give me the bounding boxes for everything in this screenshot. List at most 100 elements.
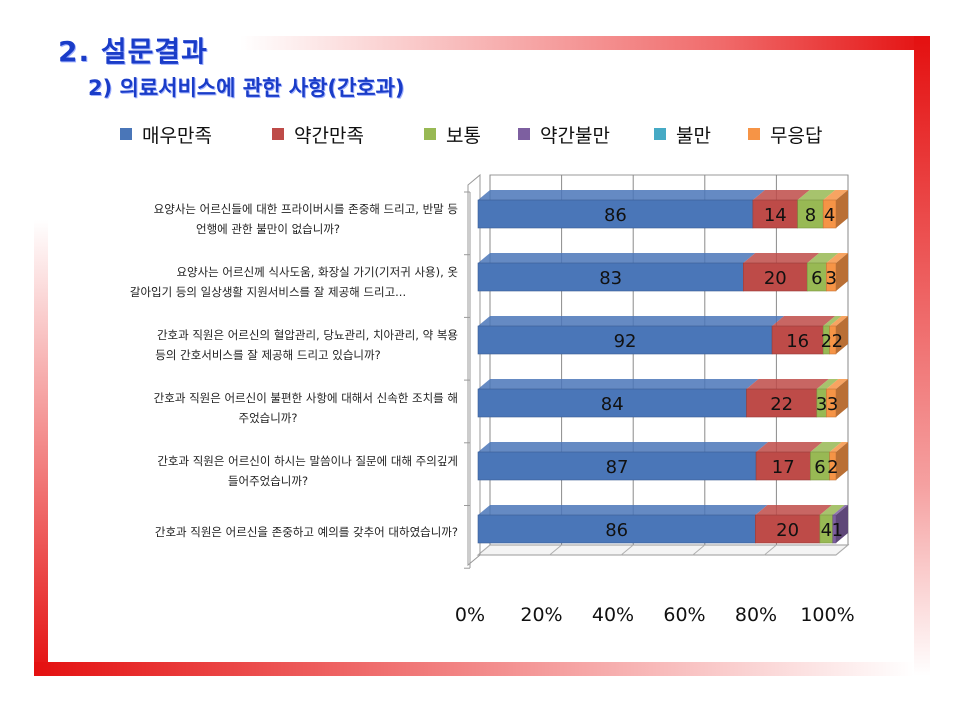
floor (476, 544, 850, 556)
floor-gridline-80 (764, 544, 777, 556)
data-label-0-2: 8 (805, 205, 816, 226)
slide-subtitle: 2) 의료서비스에 관한 사항(간호과) (88, 76, 405, 100)
legend-label-1: 약간만족 (294, 125, 364, 147)
category-label-2-1: 등의 간호서비스를 잘 제공해 드리고 있습니까? (155, 348, 380, 362)
frame-left-decoration (34, 220, 48, 676)
x-tick-1: 20% (520, 604, 562, 626)
chart-legend: 매우만족 약간만족 보통 약간불만 불만 무응답 (120, 125, 822, 147)
data-label-1-2: 6 (811, 268, 822, 289)
bar-top-1-0 (478, 253, 756, 263)
data-label-1-5: 3 (825, 268, 836, 289)
data-label-1-1: 20 (764, 268, 787, 289)
bar-top-2-0 (478, 316, 785, 326)
bar-top-4-0 (478, 442, 769, 452)
bar-2-1 (771, 325, 824, 355)
floor-gridline-20 (549, 544, 562, 556)
bar-top-4-5 (829, 442, 848, 452)
frame-bottom-decoration (34, 662, 914, 676)
data-label-3-2: 3 (816, 394, 827, 415)
data-label-0-0: 86 (604, 205, 627, 226)
data-label-2-0: 92 (614, 331, 637, 352)
category-label-2-0: 간호과 직원은 어르신의 혈압관리, 당뇨관리, 치아관리, 약 복용 (157, 328, 458, 342)
x-tick-0: 0% (455, 604, 485, 626)
bar-end-4 (836, 442, 848, 480)
bar-top-5-0 (478, 505, 768, 515)
bar-top-0-1 (752, 190, 810, 200)
category-label-4-1: 들어주었습니까? (228, 474, 308, 488)
bar-3-1 (746, 388, 818, 418)
data-label-5-3: 1 (832, 520, 843, 541)
category-label-0-0: 요양사는 어르신들에 대한 프라이버시를 존중해 드리고, 반말 등 (154, 202, 458, 216)
frame-top-decoration (240, 36, 930, 50)
bar-end-5 (836, 505, 848, 543)
bar-5-1 (755, 514, 821, 544)
bar-top-1-5 (826, 253, 848, 263)
data-label-3-1: 22 (770, 394, 793, 415)
bar-end-2 (836, 316, 848, 354)
category-label-1-1: 갈아입기 등의 일상생활 지원서비스를 잘 제공해 드리고... (130, 285, 406, 299)
bar-0-0 (477, 199, 754, 229)
category-label-4-0: 간호과 직원은 어르신이 하시는 말씀이나 질문에 대해 주의깊게 (157, 454, 458, 468)
bar-top-2-2 (823, 316, 842, 326)
legend-label-0: 매우만족 (142, 125, 212, 147)
legend-swatch-1 (272, 128, 284, 140)
legend-swatch-4 (654, 128, 666, 140)
bar-top-0-0 (478, 190, 765, 200)
category-label-1-0: 요양사는 어르신께 식사도움, 화장실 가기(기저귀 사용), 옷 (176, 265, 458, 279)
data-label-1-0: 83 (599, 268, 622, 289)
bar-end-3 (836, 379, 848, 417)
bar-top-4-2 (810, 442, 842, 452)
legend-label-3: 약간불만 (540, 125, 610, 147)
data-label-0-5: 4 (824, 205, 835, 226)
floor-gridline-60 (692, 544, 706, 556)
legend-swatch-2 (424, 128, 436, 140)
plot-area: 86 14 8 483 20 6 392 16 2 284 22 3 387 17 6 286 20 4 1 (464, 173, 850, 569)
bar-top-1-2 (807, 253, 839, 263)
legend-swatch-0 (120, 128, 132, 140)
x-axis-ticks: 0% 20% 40% 60% 80% 100% (455, 604, 855, 626)
data-label-4-0: 87 (606, 457, 629, 478)
bar-1-1 (743, 262, 808, 292)
bar-top-3-0 (478, 379, 759, 389)
bar-top-4-1 (756, 442, 823, 452)
side-wall (467, 173, 481, 567)
bar-1-0 (477, 262, 744, 292)
data-label-4-1: 17 (772, 457, 795, 478)
data-label-2-5: 2 (832, 331, 843, 352)
legend-label-2: 보통 (446, 125, 481, 147)
bar-top-2-5 (829, 316, 848, 326)
data-label-5-0: 86 (605, 520, 628, 541)
legend-swatch-3 (518, 128, 530, 140)
data-label-3-0: 84 (601, 394, 624, 415)
legend-label-4: 불만 (676, 125, 711, 147)
bar-4-1 (755, 451, 811, 481)
x-tick-3: 60% (663, 604, 705, 626)
bar-end-1 (836, 253, 848, 291)
bar-2-0 (477, 325, 773, 355)
bar-end-0 (836, 190, 848, 228)
data-label-4-2: 6 (814, 457, 825, 478)
legend-label-5: 무응답 (770, 125, 822, 147)
data-label-0-1: 14 (764, 205, 787, 226)
legend-swatch-5 (748, 128, 760, 140)
category-label-0-1: 언행에 관한 불만이 없습니까? (196, 222, 340, 236)
x-tick-5: 100% (800, 604, 854, 626)
data-label-4-5: 2 (827, 457, 838, 478)
bar-top-3-1 (746, 379, 829, 389)
bar-0-1 (752, 199, 798, 229)
x-tick-2: 40% (592, 604, 634, 626)
category-label-5-0: 간호과 직원은 어르신을 존중하고 예의를 갖추어 대하였습니까? (155, 525, 458, 539)
bar-top-2-1 (772, 316, 836, 326)
bar-top-5-2 (819, 505, 845, 515)
bar-top-1-1 (743, 253, 820, 263)
x-tick-4: 80% (735, 604, 777, 626)
bar-4-0 (477, 451, 757, 481)
floor-gridline-40 (620, 544, 634, 556)
slide-title: 2. 설문결과 (58, 35, 208, 68)
data-label-3-5: 3 (827, 394, 838, 415)
bar-top-3-2 (816, 379, 839, 389)
data-label-2-2: 2 (821, 331, 832, 352)
bar-top-0-2 (797, 190, 836, 200)
